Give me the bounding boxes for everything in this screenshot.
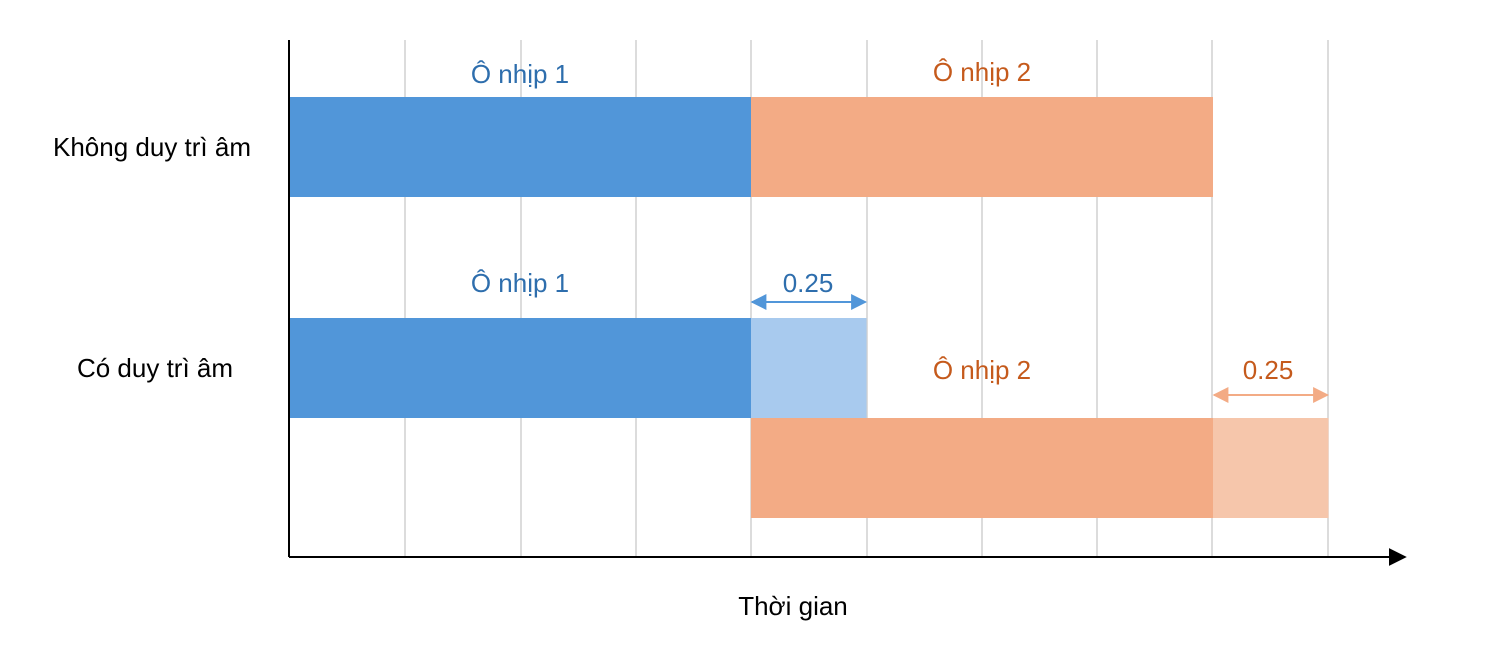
sustain2-label: 0.25 (1243, 355, 1294, 385)
row2-measure1-bar (289, 318, 751, 418)
row2-measure1-sustain-bar (751, 318, 867, 418)
row1-measure2-label: Ô nhịp 2 (933, 57, 1031, 87)
row-label-no-sustain: Không duy trì âm (53, 132, 251, 162)
row1-measure1-bar (289, 97, 751, 197)
row2-measure1-label: Ô nhịp 1 (471, 268, 569, 298)
sustain1-label: 0.25 (783, 268, 834, 298)
row1-measure1-label: Ô nhịp 1 (471, 59, 569, 89)
row2-measure2-bar (751, 418, 1213, 518)
row-label-sustain: Có duy trì âm (77, 353, 233, 383)
x-axis-label: Thời gian (738, 591, 848, 621)
row1-measure2-bar (751, 97, 1213, 197)
row2-measure2-label: Ô nhịp 2 (933, 355, 1031, 385)
row2-measure2-sustain-bar (1213, 418, 1329, 518)
